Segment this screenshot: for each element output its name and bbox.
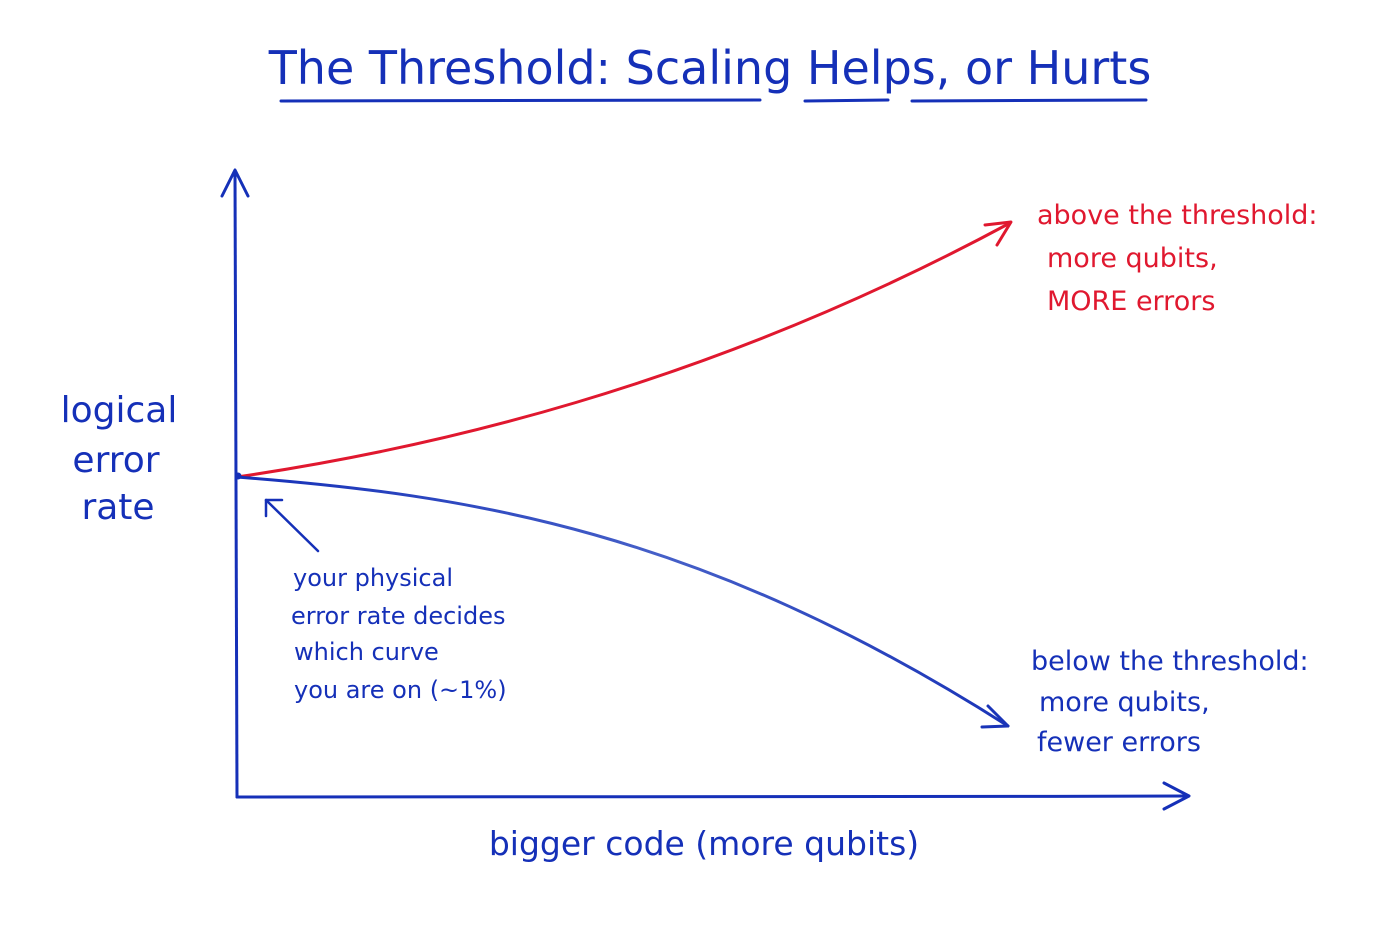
start-note-line-1: your physical [293,564,453,592]
below-threshold-line-1: more qubits, [1039,687,1210,718]
above-threshold-arrowhead [983,220,1013,247]
start-note: your physical error rate decides which c… [291,564,507,704]
start-note-pointer [264,498,320,553]
title-underline [279,98,1148,103]
above-threshold-line-1: more qubits, [1047,243,1218,274]
below-threshold-line-2: fewer errors [1037,727,1201,758]
y-axis [220,168,250,799]
x-axis-arrowhead [1162,781,1191,811]
y-axis-label-line-1: logical [61,390,178,431]
start-note-line-3: which curve [294,638,439,666]
above-threshold-line-2: MORE errors [1047,286,1215,317]
y-axis-label-line-2: error [72,440,159,481]
y-axis-label-line-3: rate [81,487,154,528]
below-threshold-curve [235,475,1010,728]
above-threshold-heading: above the threshold: [1037,200,1318,231]
page-title: The Threshold: Scaling Helps, or Hurts [268,41,1152,95]
above-threshold-annotation: above the threshold: more qubits, MORE e… [1037,200,1318,317]
y-axis-label: logical error rate [61,390,178,528]
below-threshold-heading: below the threshold: [1031,646,1309,677]
starting-point [234,472,242,480]
start-note-line-2: error rate decides [291,602,505,630]
below-threshold-annotation: below the threshold: more qubits, fewer … [1031,646,1309,758]
below-threshold-arrowhead [980,704,1010,729]
x-axis [235,781,1191,811]
start-note-line-4: you are on (~1%) [294,676,507,704]
y-axis-arrowhead [220,168,250,198]
x-axis-label: bigger code (more qubits) [489,824,919,863]
above-threshold-curve [235,220,1013,479]
